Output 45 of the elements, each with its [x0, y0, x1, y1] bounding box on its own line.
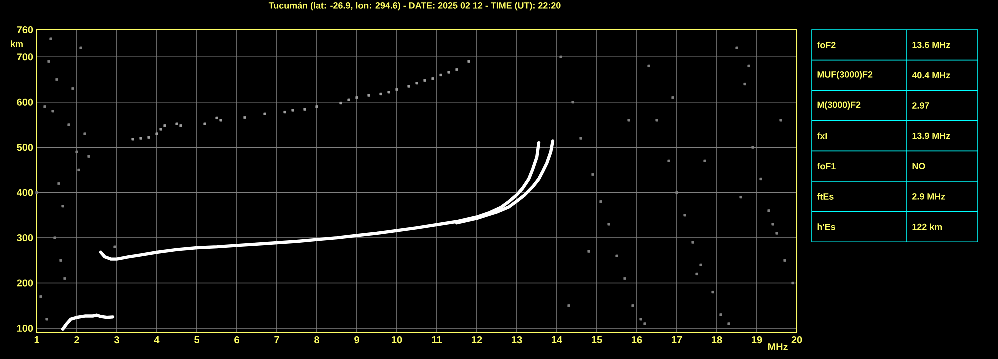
x-tick-label: 1: [34, 336, 40, 344]
x-tick-label: 7: [274, 336, 280, 344]
y-tick-label: 200: [17, 280, 34, 287]
x-tick-label: 10: [392, 336, 402, 344]
y-tick-label: 700: [17, 54, 34, 61]
x-tick-label: 16: [632, 336, 642, 344]
y-tick-label: 500: [17, 144, 34, 152]
text: NO: [912, 163, 926, 170]
text: ftEs: [817, 193, 834, 200]
x-tick-label: 17: [672, 336, 682, 344]
text: 13.6 MHz: [912, 42, 950, 48]
text: foF2: [817, 42, 836, 48]
x-tick-label: 13: [512, 336, 522, 344]
x-axis-title: MHz: [768, 344, 788, 350]
text: h'Es: [818, 224, 836, 230]
x-tick-label: 19: [752, 336, 762, 344]
chart-title: Tucumán (lat: -26.9, lon: 294.6) - DATE: 2025 02 12 - TIME (UT): 22:20: [268, 2, 561, 11]
text: MUF(3000)F2: [818, 71, 873, 80]
x-tick-label: 9: [354, 336, 360, 344]
x-tick-label: 12: [472, 336, 482, 344]
text: M(3000)F2: [818, 102, 861, 110]
text: foF1: [817, 163, 836, 170]
x-tick-label: 5: [194, 336, 200, 344]
y-tick-label: 760: [17, 26, 34, 34]
x-tick-label: 14: [552, 336, 562, 344]
y-tick-label: 600: [17, 98, 34, 106]
y-tick-label: 300: [17, 234, 34, 242]
x-tick-label: 18: [712, 336, 722, 344]
y-tick-label: 400: [17, 189, 34, 196]
text: 13.9 MHz: [912, 132, 950, 140]
text: 40.4 MHz: [912, 72, 950, 79]
text: fxI: [817, 132, 828, 140]
x-tick-label: 6: [234, 336, 240, 344]
text: 122 km: [912, 224, 942, 230]
x-tick-label: 15: [592, 336, 602, 344]
x-tick-label: 2: [74, 336, 80, 344]
x-tick-label: 11: [432, 336, 442, 344]
y-axis-title: km: [11, 40, 23, 48]
x-tick-label: 8: [314, 336, 320, 344]
y-tick-label: 100: [17, 324, 34, 332]
x-tick-label: 3: [114, 336, 120, 344]
text: 2.9 MHz: [912, 193, 946, 200]
x-tick-label: 20: [792, 336, 802, 344]
text: 2.97: [912, 102, 930, 109]
x-tick-label: 4: [154, 336, 160, 344]
